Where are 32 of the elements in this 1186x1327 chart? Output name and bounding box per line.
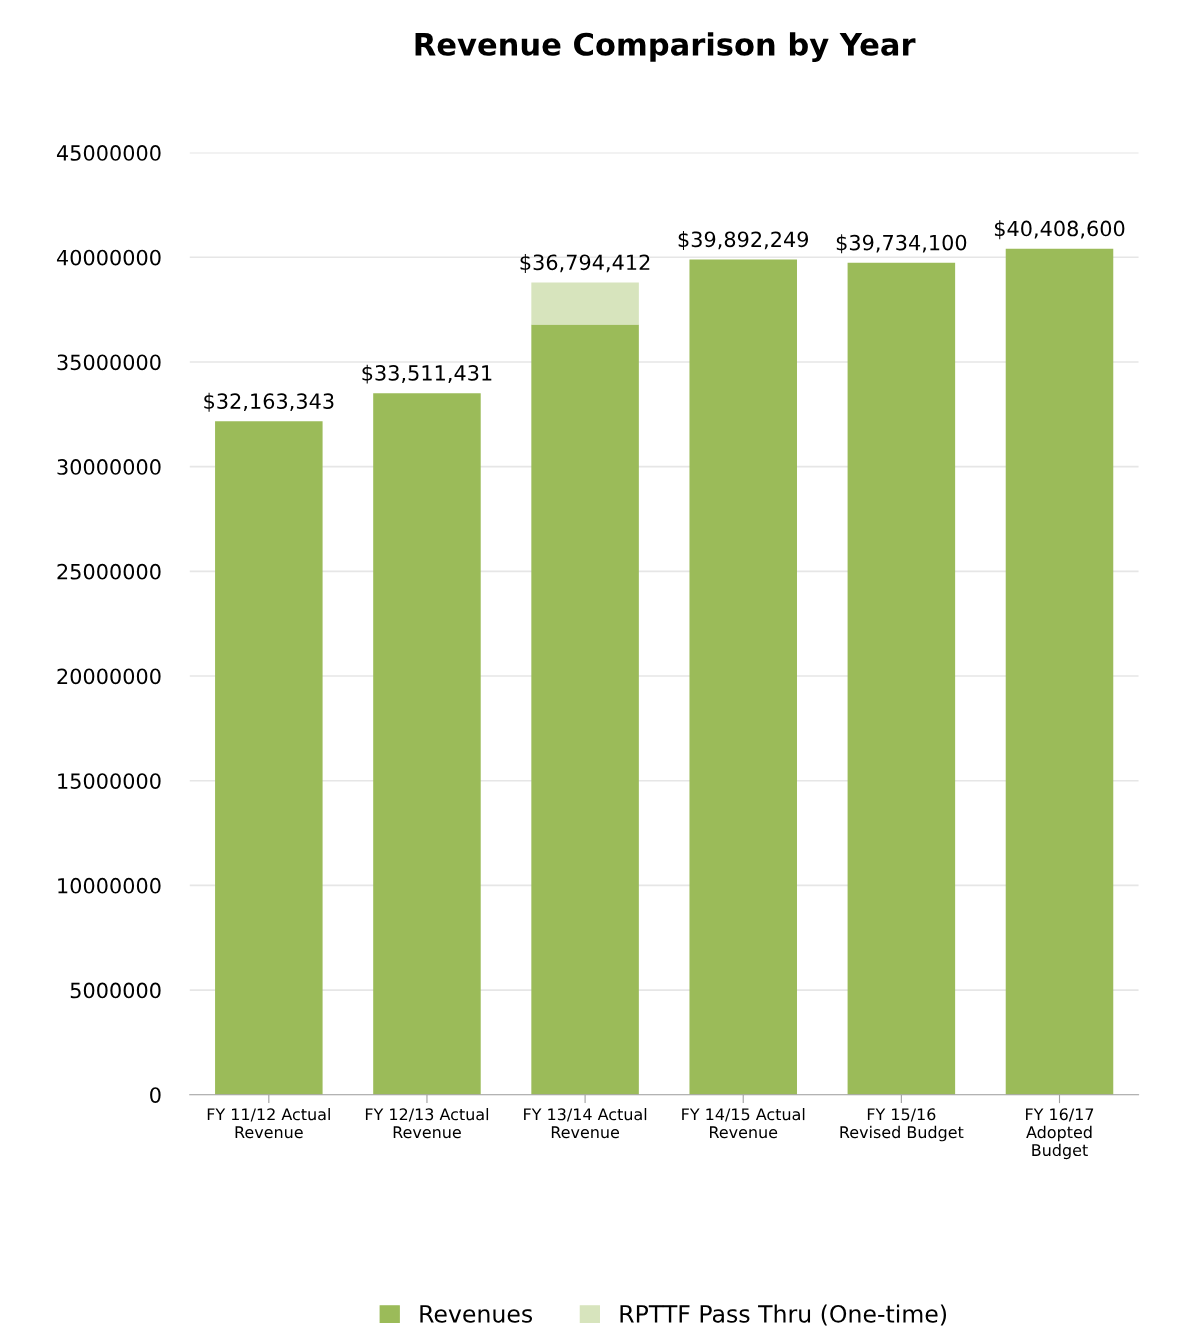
legend-label: Revenues (420, 1305, 533, 1323)
data-label: $32,163,343 (204, 392, 334, 412)
y-tick-label: 15000000 (58, 773, 161, 789)
bar (847, 262, 956, 1095)
x-tick-label: FY 11/12 Actual Revenue (207, 1107, 330, 1139)
bar (215, 421, 323, 1095)
data-label: $40,408,600 (994, 220, 1125, 240)
data-label: $39,734,100 (836, 234, 967, 254)
bar (531, 324, 639, 1095)
y-tick-label: 5000000 (70, 982, 161, 999)
bar (531, 282, 639, 325)
legend-label: RPTTF Pass Thru (One-time) (620, 1304, 947, 1326)
data-label: $33,511,431 (362, 364, 492, 384)
bar (1005, 248, 1114, 1095)
y-tick-label: 10000000 (58, 877, 161, 894)
bar (689, 259, 797, 1095)
x-tick-label: FY 13/14 Actual Revenue (524, 1107, 647, 1139)
y-tick-label: 35000000 (57, 354, 161, 371)
chart-title: Revenue Comparison by Year (415, 32, 916, 62)
y-tick-label: 25000000 (57, 563, 161, 580)
bar (373, 393, 481, 1095)
data-label: $39,892,249 (678, 231, 809, 250)
data-label: $36,794,412 (520, 254, 650, 273)
y-tick-label: 40000000 (56, 249, 161, 266)
x-tick-label: FY 16/17 Adopted Budget (1026, 1108, 1094, 1160)
y-tick-label: 20000000 (57, 668, 161, 685)
x-tick-label: FY 15/16 Revised Budget (840, 1108, 964, 1142)
y-tick-label: 30000000 (57, 459, 161, 475)
y-tick-label: 0 (150, 1087, 161, 1103)
x-tick-label: FY 14/15 Actual Revenue (682, 1107, 805, 1139)
y-tick-label: 45000000 (56, 145, 161, 161)
x-tick-label: FY 12/13 Actual Revenue (365, 1107, 489, 1139)
